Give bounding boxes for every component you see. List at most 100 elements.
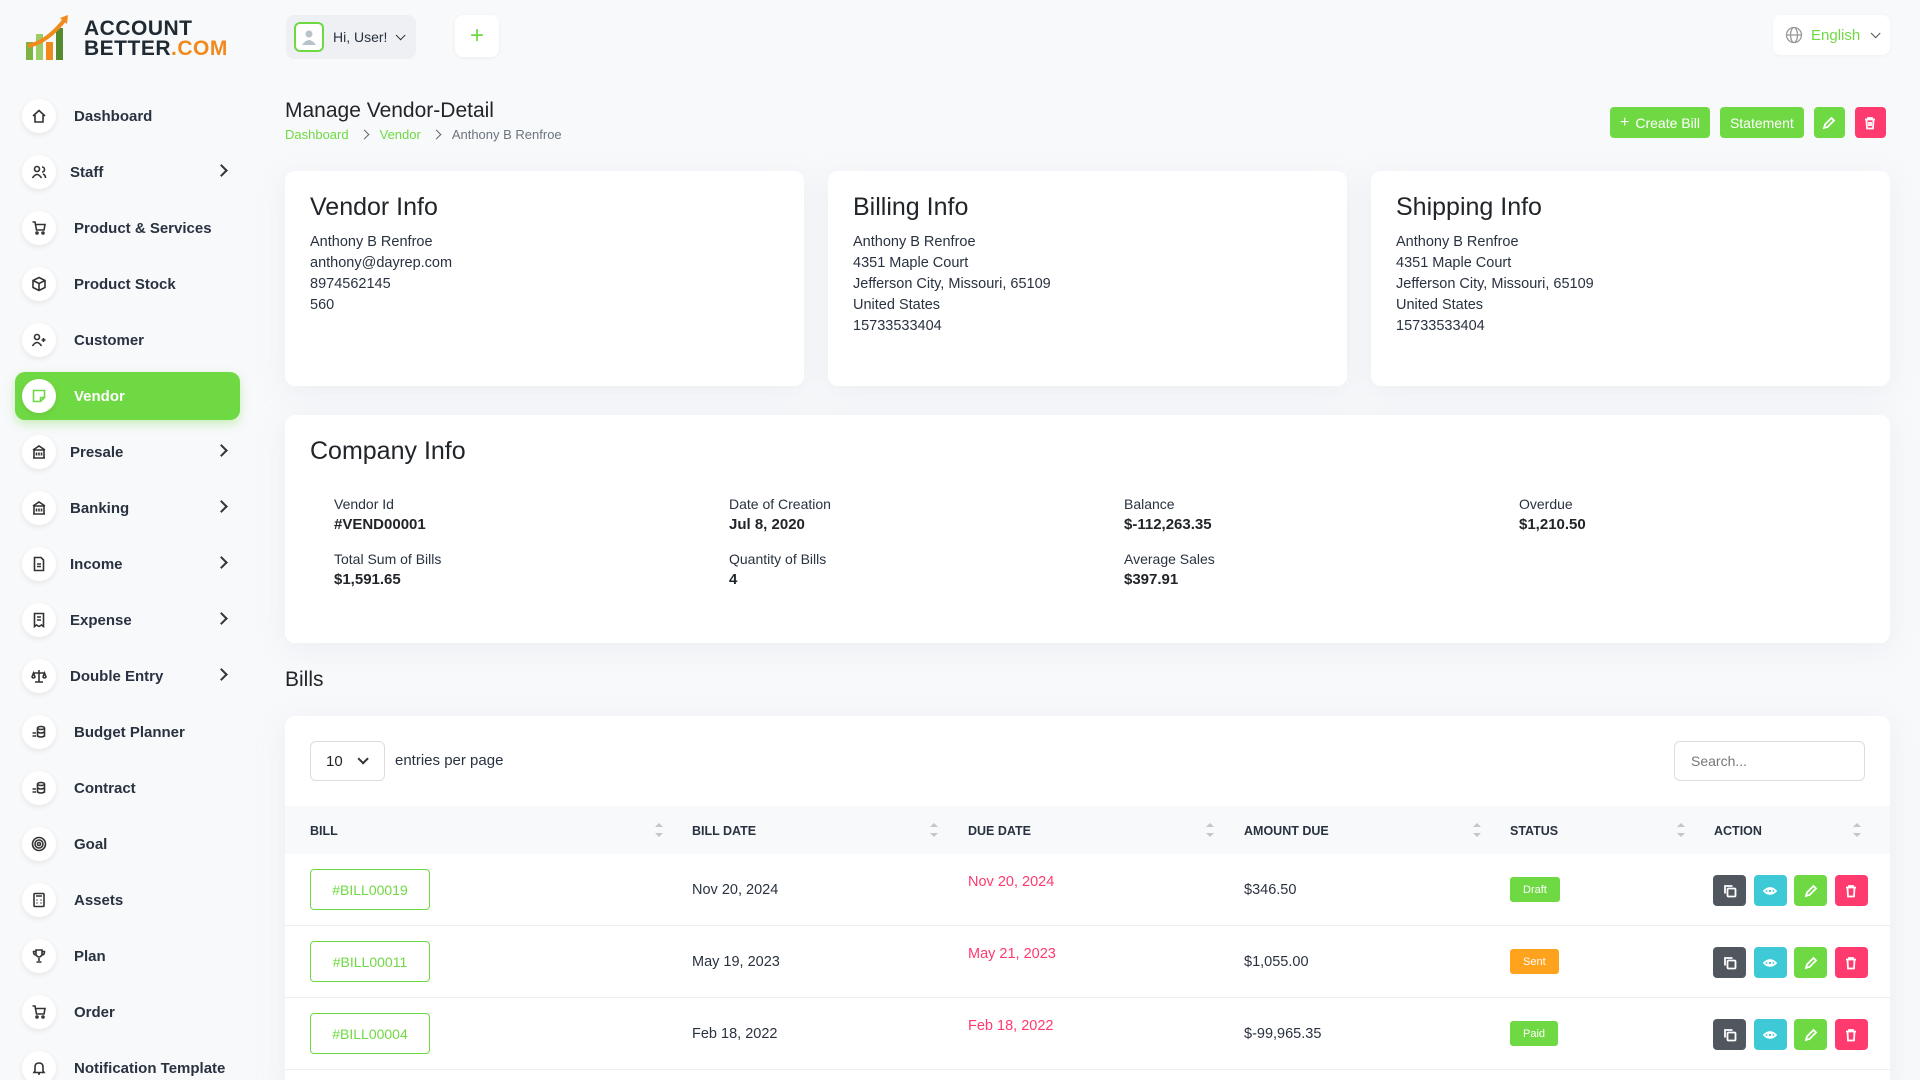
shipping-info-title: Shipping Info xyxy=(1396,193,1542,221)
sidebar-item-label: Expense xyxy=(70,611,132,629)
sidebar-item-budget-planner[interactable]: Budget Planner xyxy=(15,708,240,756)
eye-icon xyxy=(1763,886,1777,895)
billing-line: 4351 Maple Court xyxy=(853,255,969,271)
copy-icon xyxy=(1723,956,1736,969)
view-button[interactable] xyxy=(1753,1019,1787,1050)
bills-title: Bills xyxy=(285,668,324,691)
quick-add-button[interactable]: + xyxy=(455,15,499,57)
edit-button[interactable] xyxy=(1794,947,1827,978)
breadcrumb-dashboard[interactable]: Dashboard xyxy=(285,127,349,142)
bill-date: May 19, 2023 xyxy=(692,954,780,970)
file-icon xyxy=(22,547,56,581)
sort-icon[interactable] xyxy=(1853,823,1861,837)
status-badge: Sent xyxy=(1510,949,1559,974)
sidebar-item-presale[interactable]: Presale xyxy=(15,428,240,476)
delete-button[interactable] xyxy=(1834,947,1868,978)
brand-line2b: .COM xyxy=(171,37,228,60)
note-icon xyxy=(22,379,56,413)
shipping-line: Anthony B Renfroe xyxy=(1396,234,1519,250)
sidebar-item-contract[interactable]: Contract xyxy=(15,764,240,812)
user-menu[interactable]: Hi, User! xyxy=(286,15,416,59)
column-amount-due[interactable]: AMOUNT DUE xyxy=(1244,824,1329,838)
chevron-right-icon xyxy=(215,164,228,177)
sidebar-item-label: Notification Template xyxy=(74,1059,226,1077)
plus-icon: + xyxy=(1620,113,1630,131)
logo-chart-icon xyxy=(22,12,82,66)
sidebar-item-dashboard[interactable]: Dashboard xyxy=(15,92,240,140)
amount-due: $346.50 xyxy=(1244,882,1297,898)
view-button[interactable] xyxy=(1753,875,1787,906)
edit-vendor-button[interactable] xyxy=(1813,107,1845,138)
sidebar-item-vendor[interactable]: Vendor xyxy=(15,372,240,420)
create-bill-button[interactable]: + Create Bill xyxy=(1610,107,1710,138)
box-icon xyxy=(22,267,56,301)
delete-button[interactable] xyxy=(1834,875,1868,906)
sidebar-item-staff[interactable]: Staff xyxy=(15,148,240,196)
field-label: Average Sales xyxy=(1124,551,1215,567)
delete-vendor-button[interactable] xyxy=(1854,107,1886,138)
brand-name: ACCOUNT BETTER.COM xyxy=(84,18,228,60)
sort-icon[interactable] xyxy=(1206,823,1214,837)
bill-number-button[interactable]: #BILL00004 xyxy=(310,1013,430,1054)
statement-label: Statement xyxy=(1729,114,1794,131)
sidebar-item-expense[interactable]: Expense xyxy=(15,596,240,644)
language-selector[interactable]: English xyxy=(1773,15,1890,55)
view-button[interactable] xyxy=(1753,947,1787,978)
sidebar: ACCOUNT BETTER.COM Dashboard Staff Product… xyxy=(0,0,256,1080)
search-input[interactable] xyxy=(1674,741,1865,781)
sidebar-item-customer[interactable]: Customer xyxy=(15,316,240,364)
shipping-info-card: Shipping Info Anthony B Renfroe 4351 Map… xyxy=(1371,171,1890,386)
sidebar-item-double-entry[interactable]: Double Entry xyxy=(15,652,240,700)
due-date: Nov 20, 2024 xyxy=(968,874,1055,890)
brand-line2a: BETTER xyxy=(84,37,171,60)
sidebar-item-order[interactable]: Order xyxy=(15,988,240,1036)
sort-icon[interactable] xyxy=(930,823,938,837)
field-label: Date of Creation xyxy=(729,496,831,512)
duplicate-button[interactable] xyxy=(1713,947,1746,978)
breadcrumb-vendor[interactable]: Vendor xyxy=(379,127,421,142)
table-row: #BILL00019 Nov 20, 2024 Nov 20, 2024 $346.5… xyxy=(285,854,1890,926)
chevron-right-icon xyxy=(431,129,442,140)
bill-number-button[interactable]: #BILL00011 xyxy=(310,941,430,982)
sidebar-item-label: Dashboard xyxy=(74,107,153,125)
duplicate-button[interactable] xyxy=(1713,875,1746,906)
chevron-right-icon xyxy=(215,668,228,681)
column-bill-date[interactable]: BILL DATE xyxy=(692,824,757,838)
target-icon xyxy=(22,827,56,861)
sidebar-item-notification-template[interactable]: Notification Template xyxy=(15,1044,240,1080)
sidebar-item-product-services[interactable]: Product & Services xyxy=(15,204,240,252)
edit-button[interactable] xyxy=(1794,1019,1827,1050)
column-action[interactable]: ACTION xyxy=(1714,824,1762,838)
sidebar-item-assets[interactable]: Assets xyxy=(15,876,240,924)
field-value: 4 xyxy=(729,571,738,588)
per-page-label: entries per page xyxy=(395,752,504,769)
sidebar-item-income[interactable]: Income xyxy=(15,540,240,588)
sidebar-item-banking[interactable]: Banking xyxy=(15,484,240,532)
vendor-info-title: Vendor Info xyxy=(310,193,438,221)
billing-line: United States xyxy=(853,297,941,313)
bill-number-button[interactable]: #BILL00019 xyxy=(310,869,430,910)
sort-icon[interactable] xyxy=(655,823,663,837)
field-average-sales: Average Sales $397.91 xyxy=(1124,551,1519,588)
statement-button[interactable]: Statement xyxy=(1719,107,1804,138)
sort-icon[interactable] xyxy=(1677,823,1685,837)
column-status[interactable]: STATUS xyxy=(1510,824,1559,838)
sort-icon[interactable] xyxy=(1473,823,1481,837)
field-quantity-bills: Quantity of Bills 4 xyxy=(729,551,1124,588)
per-page-select[interactable]: 10 xyxy=(310,741,385,781)
sidebar-item-goal[interactable]: Goal xyxy=(15,820,240,868)
column-due-date[interactable]: DUE DATE xyxy=(968,824,1031,838)
delete-button[interactable] xyxy=(1834,1019,1868,1050)
globe-icon xyxy=(1785,26,1803,44)
due-date: Feb 18, 2022 xyxy=(968,1018,1054,1034)
edit-button[interactable] xyxy=(1794,875,1827,906)
breadcrumb: Dashboard Vendor Anthony B Renfroe xyxy=(285,127,562,142)
brand-logo[interactable]: ACCOUNT BETTER.COM xyxy=(22,12,228,66)
vendor-phone: 8974562145 xyxy=(310,276,391,292)
sidebar-item-product-stock[interactable]: Product Stock xyxy=(15,260,240,308)
breadcrumb-current: Anthony B Renfroe xyxy=(451,127,562,142)
duplicate-button[interactable] xyxy=(1713,1019,1746,1050)
column-bill[interactable]: BILL xyxy=(310,824,338,838)
sidebar-item-plan[interactable]: Plan xyxy=(15,932,240,980)
plus-icon: + xyxy=(469,22,484,49)
